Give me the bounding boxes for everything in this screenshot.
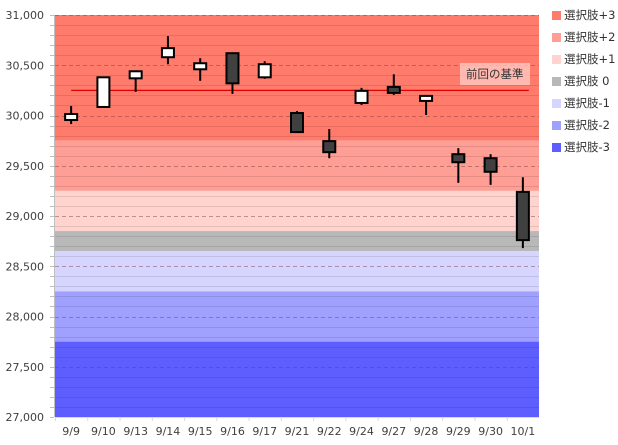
zone-band: [55, 140, 539, 191]
axes: 27,000 27,500 28,000 28,500 29,000 29,500 30,0…: [6, 9, 539, 438]
x-tick-label: 9/13: [123, 425, 148, 438]
candle-body: [128, 70, 143, 80]
candle-body: [419, 94, 434, 102]
legend-swatch-icon: [552, 98, 561, 108]
legend-swatch-icon: [552, 142, 561, 152]
reference-line-label: 前回の基準: [460, 63, 530, 86]
legend-item: 選択肢+2: [552, 26, 618, 48]
candle-body: [322, 140, 337, 154]
zone-band: [55, 291, 539, 342]
y-tick-label: 28,000: [6, 311, 45, 324]
y-tick-label: 29,500: [6, 160, 45, 173]
x-tick-label: 9/22: [317, 425, 342, 438]
candle: [225, 52, 240, 94]
zone-band: [55, 231, 539, 252]
x-tick-label: 9/29: [446, 425, 471, 438]
legend-swatch-icon: [552, 32, 561, 42]
candle: [322, 129, 337, 159]
legend-item: 選択肢-1: [552, 92, 618, 114]
y-tick-label: 31,000: [6, 9, 45, 22]
y-tick-label: 30,000: [6, 110, 45, 123]
legend: 選択肢+3 選択肢+2 選択肢+1 選択肢 0 選択肢-1 選択肢-2 選択肢-3: [552, 4, 618, 158]
x-tick-label: 9/10: [91, 425, 116, 438]
legend-item: 選択肢+3: [552, 4, 618, 26]
legend-item: 選択肢-3: [552, 136, 618, 158]
legend-label: 選択肢-2: [564, 118, 610, 132]
candle: [128, 70, 143, 92]
legend-item: 選択肢-2: [552, 114, 618, 136]
candle-body: [515, 190, 530, 242]
legend-swatch-icon: [552, 76, 561, 86]
legend-swatch-icon: [552, 54, 561, 64]
candles: [64, 36, 530, 249]
zone-band: [55, 251, 539, 292]
x-tick-label: 9/14: [156, 425, 181, 438]
candle-body: [257, 63, 272, 79]
legend-label: 選択肢+2: [564, 30, 616, 44]
x-tick-label: 9/21: [285, 425, 310, 438]
x-tick-label: 9/16: [220, 425, 245, 438]
legend-label: 選択肢+3: [564, 8, 616, 22]
x-tick-label: 9/27: [381, 425, 406, 438]
x-tick-label: 9/30: [478, 425, 503, 438]
candle-body: [64, 112, 79, 122]
candle-body: [290, 111, 304, 134]
candle: [193, 58, 208, 81]
candle-body: [354, 89, 369, 104]
candle: [257, 61, 272, 79]
x-tick-label: 9/28: [414, 425, 439, 438]
x-tick-label: 9/9: [62, 425, 80, 438]
legend-item: 選択肢 0: [552, 70, 618, 92]
candle-body: [451, 153, 466, 164]
candle-body: [96, 76, 111, 108]
candle-body: [386, 85, 401, 94]
x-tick-label: 10/1: [511, 425, 536, 438]
y-tick-label: 30,500: [6, 59, 45, 72]
x-tick-label: 9/24: [349, 425, 374, 438]
candle: [483, 154, 498, 185]
legend-swatch-icon: [552, 120, 561, 130]
candle: [290, 110, 304, 134]
y-tick-label: 29,000: [6, 210, 45, 223]
candle: [419, 94, 434, 115]
candle-body: [225, 52, 240, 85]
candle: [64, 105, 79, 125]
legend-item: 選択肢+1: [552, 48, 618, 70]
zone-band: [55, 190, 539, 232]
y-tick-label: 27,500: [6, 361, 45, 374]
candle: [354, 87, 369, 105]
x-tick-label: 9/17: [252, 425, 277, 438]
candle: [386, 74, 401, 95]
candle-body: [160, 47, 175, 59]
legend-label: 選択肢+1: [564, 52, 616, 66]
candle: [160, 36, 175, 65]
y-tick-label: 28,500: [6, 260, 45, 273]
candle: [515, 177, 530, 249]
y-tick-label: 27,000: [6, 411, 45, 424]
legend-label: 選択肢-1: [564, 96, 610, 110]
candle: [451, 148, 466, 183]
candle: [96, 76, 111, 108]
legend-label: 選択肢-3: [564, 140, 610, 154]
zone-band: [55, 341, 539, 417]
legend-label: 選択肢 0: [564, 74, 610, 88]
x-tick-label: 9/15: [188, 425, 213, 438]
legend-swatch-icon: [552, 10, 561, 20]
candle-body: [483, 157, 498, 173]
candle-body: [193, 62, 208, 71]
